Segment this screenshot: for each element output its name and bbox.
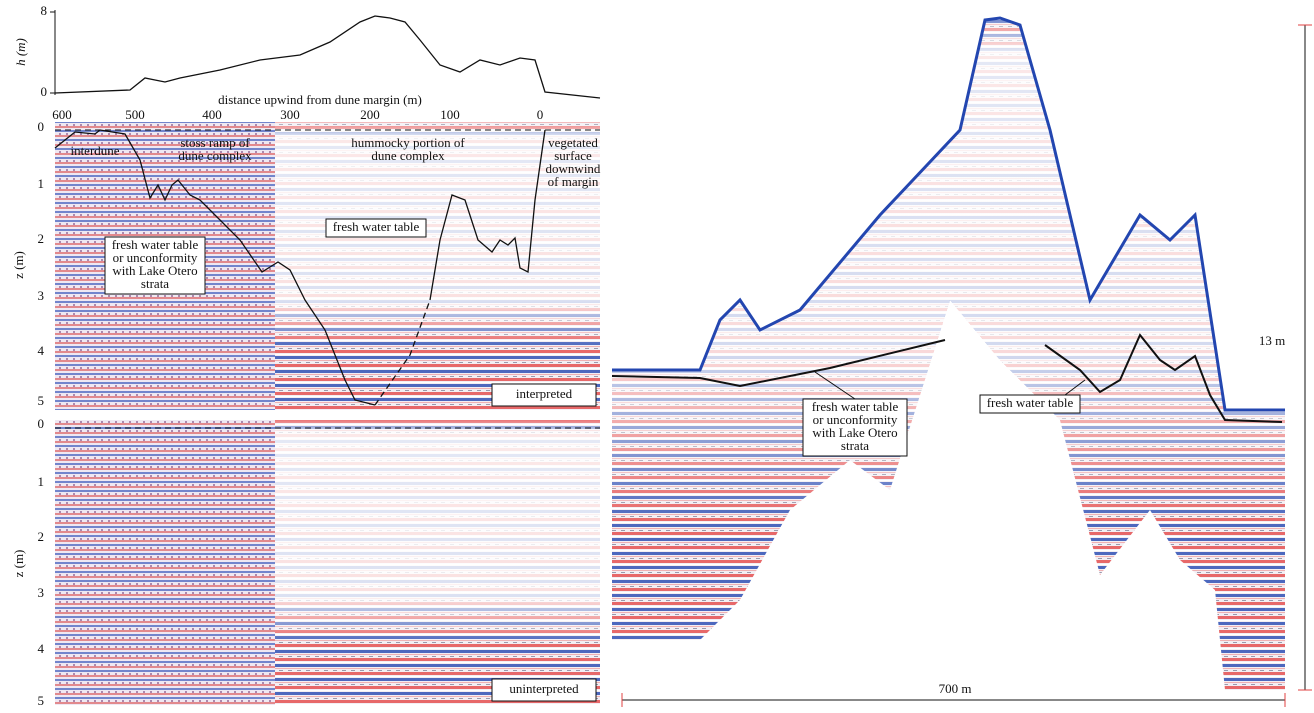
annotation: dune complex	[178, 148, 252, 163]
x-tick-label: 500	[125, 107, 145, 122]
z-tick-label: 2	[38, 529, 45, 544]
x-tick-label: 400	[202, 107, 222, 122]
z-tick-label: 4	[38, 641, 45, 656]
y-tick-label: 8	[41, 3, 48, 18]
annotation: dune complex	[371, 148, 445, 163]
radargram-uninterpreted	[55, 420, 600, 705]
topography	[55, 16, 600, 98]
z-tick-label: 1	[38, 474, 45, 489]
x-tick-label: 0	[537, 107, 544, 122]
x-axis-label: distance upwind from dune margin (m)	[218, 92, 422, 107]
y-axis-label: h (m)	[13, 38, 28, 66]
panel-tag: uninterpreted	[509, 681, 579, 696]
z-axis-label: z (m)	[11, 550, 26, 578]
x-tick-label: 100	[440, 107, 460, 122]
radar-fade	[275, 420, 600, 705]
profile	[50, 10, 600, 98]
z-tick-label: 5	[38, 693, 45, 708]
x-tick-label: 300	[280, 107, 300, 122]
z-tick-label: 3	[38, 585, 45, 600]
x-tick-label: 200	[360, 107, 380, 122]
z-axis-label: z (m)	[11, 251, 26, 279]
annotation: of margin	[548, 174, 599, 189]
scale-label: 13 m	[1259, 333, 1285, 348]
panel-tag: interpreted	[516, 386, 573, 401]
scale-label: 700 m	[939, 681, 972, 696]
figure: h (m) 8 0 distance upwind from dune margin …	[0, 0, 1314, 708]
z-tick-label: 4	[38, 343, 45, 358]
annotation: fresh water table	[333, 219, 420, 234]
y-tick-label: 0	[41, 84, 48, 99]
z-tick-label: 5	[38, 393, 45, 408]
z-tick-label: 1	[38, 176, 45, 191]
z-tick-label: 3	[38, 288, 45, 303]
annotation: interdune	[70, 143, 119, 158]
radar-fade	[612, 18, 1285, 690]
z-tick-label: 2	[38, 231, 45, 246]
annotation: strata	[141, 276, 169, 291]
z-tick-label: 0	[38, 416, 45, 431]
x-tick-label: 600	[52, 107, 72, 122]
annotation: fresh water table	[987, 395, 1074, 410]
radargram-right	[612, 18, 1312, 707]
z-tick-label: 0	[38, 119, 45, 134]
annotation: strata	[841, 438, 869, 453]
